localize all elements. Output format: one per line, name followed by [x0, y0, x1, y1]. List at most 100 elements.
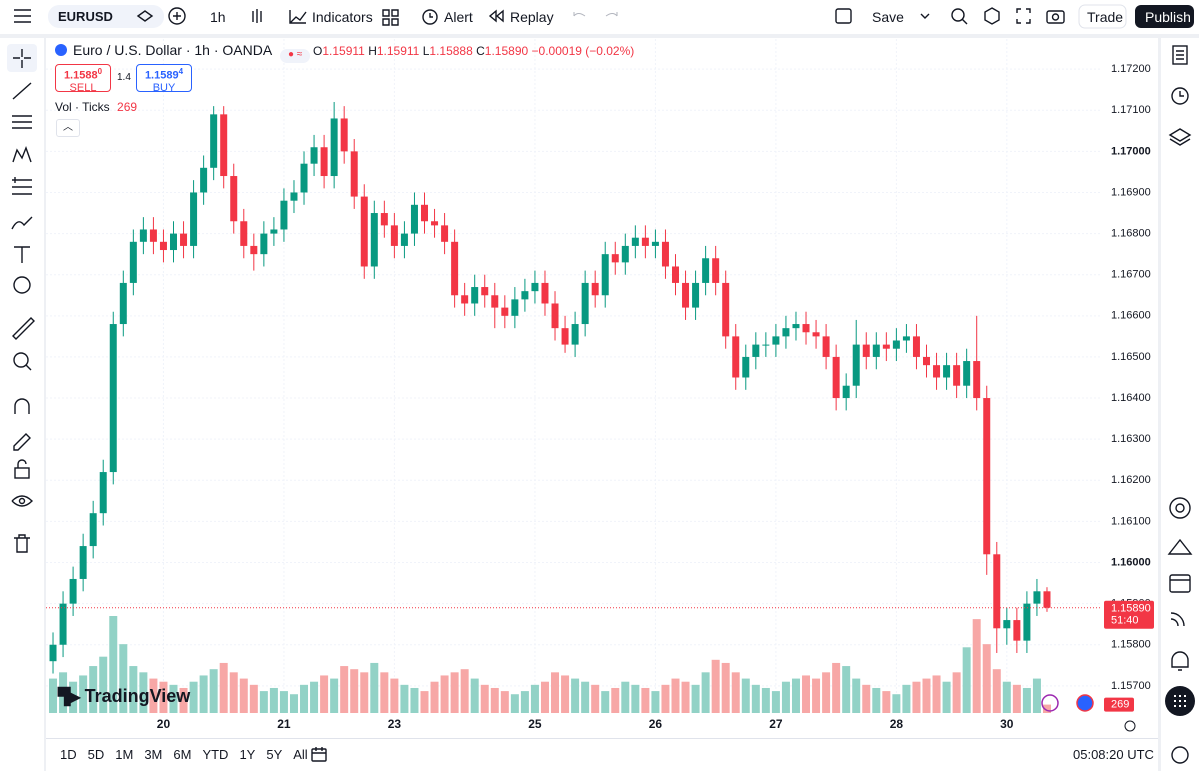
y-tick-label: 1.17200	[1111, 63, 1151, 75]
magnet-tool[interactable]	[14, 398, 30, 414]
candle-body	[862, 344, 870, 357]
notifications[interactable]	[1171, 651, 1189, 671]
range-button[interactable]: 1Y	[239, 747, 256, 762]
data-window[interactable]	[1168, 128, 1192, 146]
quick-search[interactable]	[951, 8, 965, 22]
volume-bar	[139, 672, 148, 713]
hotlists[interactable]	[1169, 497, 1191, 519]
replay-icon[interactable]	[488, 9, 504, 23]
chart-type-icon[interactable]	[252, 9, 262, 23]
watermark-text: TradingView	[84, 686, 191, 706]
fib-tool[interactable]	[12, 115, 32, 129]
icon-tool[interactable]	[13, 276, 31, 294]
candle-body	[491, 295, 499, 308]
range-button[interactable]: 5Y	[266, 747, 283, 762]
volume-bar	[410, 687, 419, 713]
range-button[interactable]: YTD	[202, 747, 229, 762]
range-button[interactable]: 6M	[173, 747, 192, 762]
help[interactable]	[1171, 746, 1189, 764]
watchlist[interactable]	[1172, 45, 1188, 65]
snapshot-icon[interactable]	[1046, 10, 1065, 24]
news[interactable]	[1170, 612, 1185, 627]
menu-icon[interactable]	[14, 9, 31, 23]
alert[interactable]: Alert	[444, 9, 473, 25]
interval[interactable]: 1h	[210, 9, 226, 25]
candle-body	[220, 114, 228, 177]
volume-bar	[651, 691, 660, 713]
compare-icon[interactable]	[168, 7, 186, 25]
range-button[interactable]: 1D	[60, 747, 77, 762]
y-tick-label: 1.17100	[1111, 104, 1151, 116]
save[interactable]: Save	[872, 9, 904, 25]
symbol-search[interactable]	[48, 5, 164, 28]
volume-bar	[882, 691, 891, 713]
candle-body	[1043, 591, 1051, 608]
replay[interactable]: Replay	[510, 9, 554, 25]
indicators[interactable]: Indicators	[312, 9, 373, 25]
candle-body	[390, 225, 398, 246]
symbol[interactable]: EURUSD	[58, 9, 113, 24]
candle-body	[782, 328, 790, 337]
alert-icon[interactable]	[422, 9, 438, 25]
volume-bar	[781, 681, 790, 713]
range-button[interactable]: All	[293, 747, 308, 762]
brush-tool[interactable]	[11, 216, 33, 230]
buy-button[interactable]: 1.15894 BUY	[136, 64, 192, 94]
countdown: 51:40	[1111, 615, 1139, 627]
goto-date[interactable]	[309, 745, 329, 765]
ideas[interactable]	[1167, 538, 1193, 555]
hide-tool[interactable]	[11, 495, 33, 507]
indicators-icon[interactable]	[289, 10, 307, 24]
publish-button[interactable]	[1135, 5, 1194, 28]
zoom-tool[interactable]	[13, 352, 29, 368]
watch-icon[interactable]	[136, 10, 154, 22]
pattern-tool[interactable]	[12, 146, 32, 163]
volume-bar	[631, 684, 640, 713]
trade[interactable]: Trade	[1087, 9, 1124, 25]
measure-tool[interactable]	[12, 317, 35, 340]
range-button[interactable]: 1M	[115, 747, 134, 762]
undo-icon[interactable]	[573, 12, 586, 17]
candle-body	[511, 299, 519, 316]
collapse-legend[interactable]: ︿	[56, 119, 80, 137]
divider	[1158, 38, 1161, 771]
l-label: L	[422, 44, 430, 58]
clock[interactable]: 05:08:20 UTC	[1073, 747, 1154, 762]
layout-icon[interactable]	[835, 8, 852, 24]
text-tool[interactable]	[14, 246, 30, 263]
candle-body	[682, 282, 690, 308]
candle-body	[240, 221, 248, 246]
candle-body	[902, 336, 910, 341]
delete-tool[interactable]	[14, 534, 30, 553]
volume-bar	[119, 644, 128, 713]
trade-button[interactable]	[1078, 4, 1127, 29]
trend-line-tool[interactable]	[12, 82, 32, 100]
redo-icon[interactable]	[605, 12, 618, 17]
stay-drawing[interactable]	[13, 433, 31, 451]
calendar[interactable]	[1169, 574, 1191, 593]
range-button[interactable]: 3M	[144, 747, 163, 762]
volume-bar	[581, 681, 590, 713]
sell-button[interactable]: 1.15880 SELL	[55, 64, 111, 94]
volume-bar	[470, 678, 479, 713]
cursor-tool[interactable]	[13, 49, 31, 68]
lock-tool[interactable]	[14, 467, 30, 479]
alerts[interactable]	[1171, 87, 1189, 105]
candle-body	[79, 546, 87, 579]
settings-icon[interactable]	[984, 7, 1000, 25]
save-menu[interactable]	[920, 13, 930, 19]
volume-bar	[249, 684, 258, 713]
fullscreen-icon[interactable]	[1016, 8, 1031, 24]
volume-bar	[711, 659, 720, 713]
candle-body	[752, 344, 760, 357]
publish[interactable]: Publish	[1145, 9, 1191, 25]
candle-body	[59, 603, 67, 645]
prediction-tool[interactable]	[12, 177, 32, 195]
volume-bar	[1012, 684, 1021, 713]
layouts-icon[interactable]	[382, 9, 399, 26]
candle-body	[330, 118, 338, 177]
candle-body	[461, 295, 469, 304]
candle-body	[591, 282, 599, 296]
volume-bar	[912, 681, 921, 713]
range-button[interactable]: 5D	[87, 747, 105, 762]
